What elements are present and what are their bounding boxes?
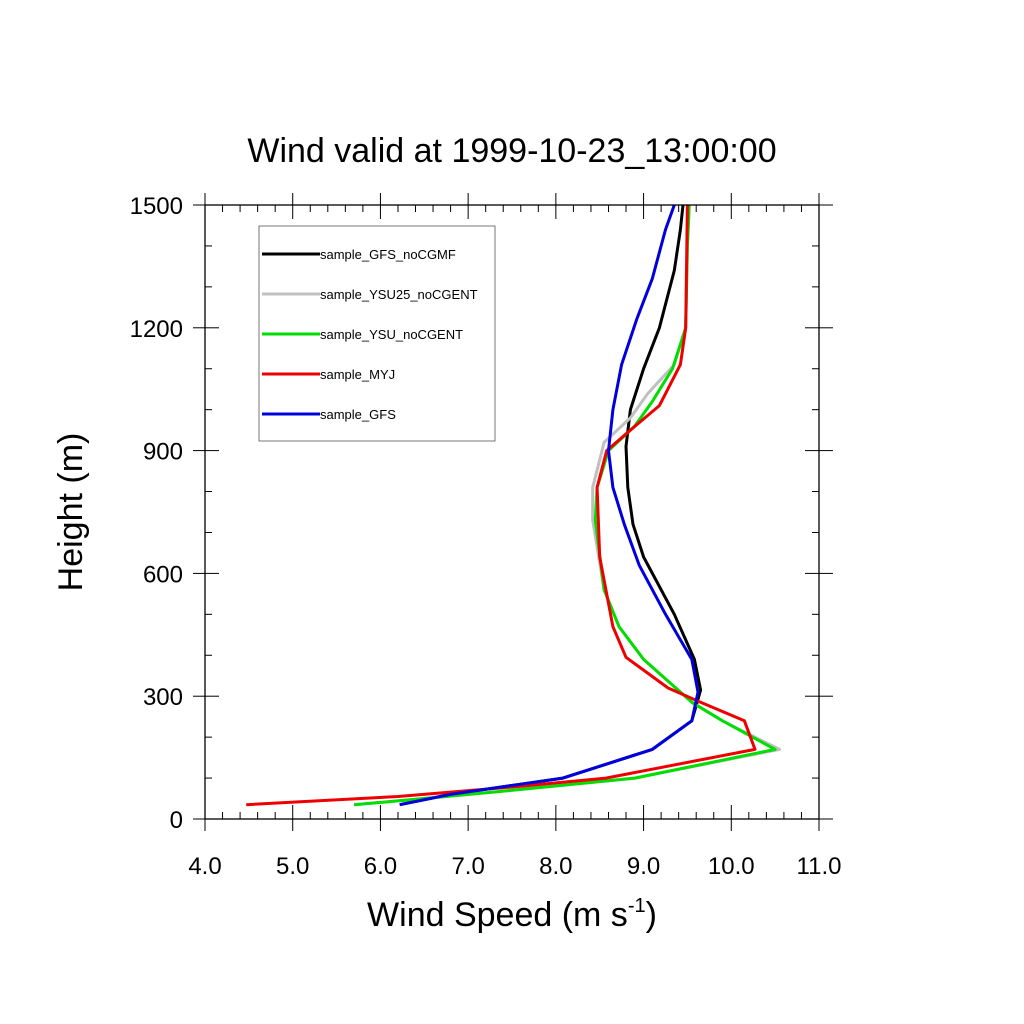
y-tick-labels: 0 300 600 900 1200 1500 <box>130 193 183 834</box>
plot-series <box>246 204 781 807</box>
x-tick-label: 8.0 <box>539 853 572 880</box>
x-axis-label-suffix: ) <box>646 896 657 934</box>
x-axis-label-main: Wind Speed (m s <box>367 896 628 934</box>
plot-frame <box>204 204 820 820</box>
legend-label-sample-gfs-nocgmf: sample_GFS_noCGMF <box>320 247 456 262</box>
x-tick-label: 11.0 <box>797 853 842 880</box>
chart-title: Wind valid at 1999-10-23_13:00:00 <box>247 132 776 170</box>
series-line-sample-ysu-nocgent <box>353 204 777 807</box>
x-tick-label: 7.0 <box>451 853 484 880</box>
x-tick-label: 10.0 <box>708 853 755 880</box>
legend-label-sample-ysu25-nocgent: sample_YSU25_noCGENT <box>320 287 478 302</box>
y-tick-label: 0 <box>170 807 183 834</box>
y-tick-label: 600 <box>143 561 183 588</box>
y-axis-label: Height (m) <box>52 433 90 592</box>
x-tick-label: 4.0 <box>188 853 221 880</box>
x-axis-label: Wind Speed (m s-1) <box>367 895 657 934</box>
legend-label-sample-gfs: sample_GFS <box>320 407 396 422</box>
legend-label-sample-ysu-nocgent: sample_YSU_noCGENT <box>320 327 463 342</box>
y-tick-label: 900 <box>143 439 183 466</box>
y-tick-label: 1500 <box>130 193 183 220</box>
x-tick-label: 9.0 <box>627 853 660 880</box>
x-tick-labels: 4.0 5.0 6.0 7.0 8.0 9.0 10.0 11.0 <box>188 853 841 880</box>
y-tick-label: 300 <box>143 684 183 711</box>
y-tick-label: 1200 <box>130 316 183 343</box>
series-line-sample-myj <box>246 204 757 807</box>
x-axis-label-superscript: -1 <box>628 895 646 917</box>
series-line-sample-gfs <box>399 204 700 807</box>
legend: sample_GFS_noCGMF sample_YSU25_noCGENTsam… <box>258 225 496 442</box>
legend-label-sample-myj: sample_MYJ <box>320 367 395 382</box>
x-tick-label: 5.0 <box>276 853 309 880</box>
x-tick-label: 6.0 <box>364 853 397 880</box>
